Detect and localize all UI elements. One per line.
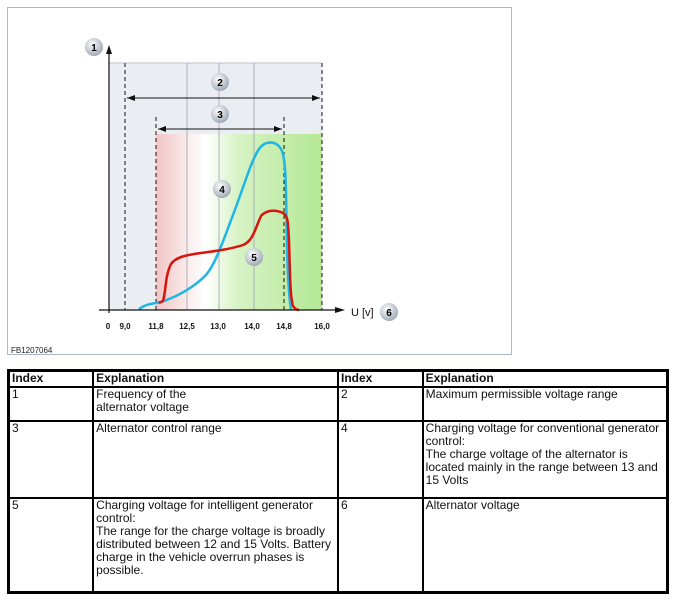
callout-2: 2	[211, 73, 229, 91]
x-axis-label: U [v]	[351, 307, 374, 319]
cell-explanation: Maximum permissible voltage range	[421, 386, 669, 422]
control-range-arrow	[158, 126, 282, 132]
x-tick: 13,0	[210, 322, 226, 331]
cell-explanation: Charging voltage for intelligent generat…	[92, 497, 339, 593]
table-row: 5 Charging voltage for intelligent gener…	[7, 497, 669, 593]
x-tick: 14,0	[244, 322, 260, 331]
cell-index: 4	[336, 420, 424, 499]
callout-6: 6	[380, 303, 398, 321]
callout-5: 5	[245, 248, 263, 266]
callout-3: 3	[211, 105, 229, 123]
range-limits	[124, 63, 323, 310]
header-index: Index	[336, 369, 424, 388]
svg-text:2: 2	[217, 78, 223, 89]
header-index: Index	[7, 369, 95, 388]
table-row: 1 Frequency of the alternator voltage 2 …	[7, 386, 669, 422]
header-explanation: Explanation	[421, 369, 669, 388]
x-tick: 14,8	[276, 322, 292, 331]
callout-4: 4	[213, 180, 231, 198]
axes	[99, 45, 345, 313]
cell-index: 3	[7, 420, 95, 499]
header-explanation: Explanation	[92, 369, 339, 388]
cell-explanation: Frequency of the alternator voltage	[92, 386, 339, 422]
cell-explanation: Charging voltage for conventional genera…	[421, 420, 669, 499]
cell-index: 2	[336, 386, 424, 422]
x-tick: 11,8	[148, 322, 164, 331]
alternator-voltage-diagram: 0 9,0 11,8 12,5 13,0 14,0 14,8 16,0 U [v…	[11, 38, 398, 355]
svg-text:5: 5	[251, 253, 257, 264]
x-tick: 16,0	[314, 322, 330, 331]
cell-index: 5	[7, 497, 95, 593]
svg-text:6: 6	[386, 308, 392, 319]
table-row: 3 Alternator control range 4 Charging vo…	[7, 420, 669, 499]
table-header: Index Explanation Index Explanation	[7, 369, 669, 388]
svg-text:1: 1	[91, 43, 97, 54]
legend-table: Index Explanation Index Explanation 1 Fr…	[7, 369, 669, 594]
x-tick: 12,5	[179, 322, 195, 331]
svg-text:4: 4	[219, 185, 225, 196]
cell-explanation: Alternator voltage	[421, 497, 669, 593]
x-tick: 0	[106, 322, 111, 331]
intelligent-curve	[158, 209, 300, 312]
x-tick: 9,0	[119, 322, 131, 331]
cell-explanation: Alternator control range	[92, 420, 339, 499]
control-range-area	[156, 134, 322, 310]
cell-index: 1	[7, 386, 95, 422]
figure-code: FB1207064	[11, 346, 53, 355]
cell-index: 6	[336, 497, 424, 593]
diagram-frame: 0 9,0 11,8 12,5 13,0 14,0 14,8 16,0 U [v…	[7, 7, 512, 355]
max-range-arrow	[127, 95, 320, 101]
x-tick-labels: 0 9,0 11,8 12,5 13,0 14,0 14,8 16,0	[106, 322, 331, 331]
svg-text:3: 3	[217, 110, 223, 121]
callout-1: 1	[85, 38, 103, 56]
